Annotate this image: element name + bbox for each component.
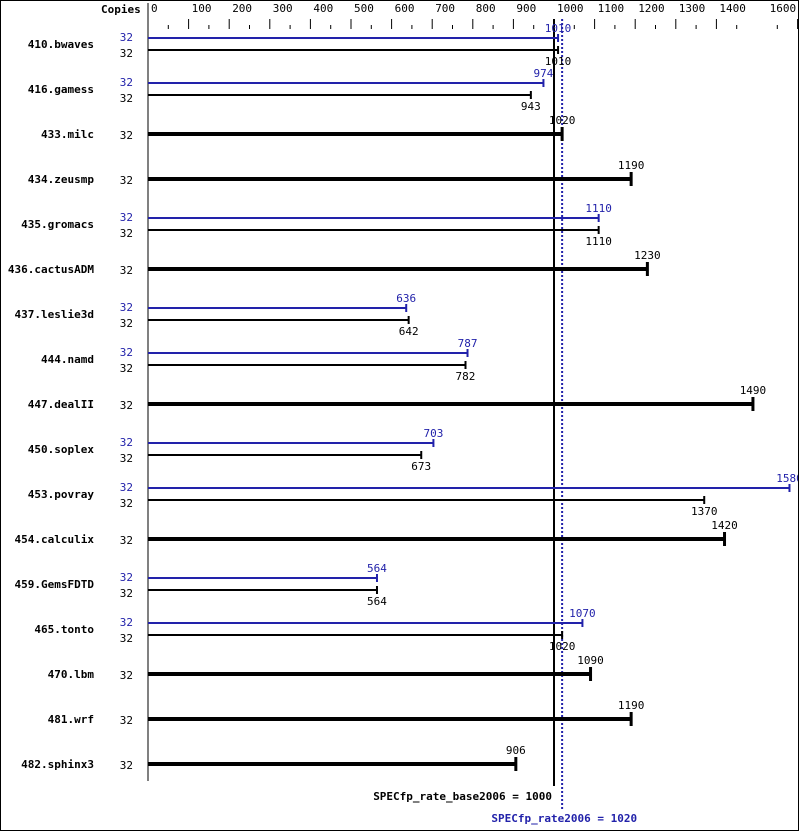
benchmark-label: 459.GemsFDTD: [15, 578, 95, 591]
base-value-label: 943: [521, 100, 541, 113]
copies-base: 32: [120, 174, 133, 187]
peak-value-label: 1580: [776, 472, 799, 485]
benchmark-label: 470.lbm: [48, 668, 95, 681]
x-tick-label: 400: [313, 2, 333, 15]
x-tick-label: 600: [395, 2, 415, 15]
peak-value-label: 1010: [545, 22, 572, 35]
benchmark-label: 453.povray: [28, 488, 95, 501]
base-value-label: 1020: [549, 640, 576, 653]
x-tick-label: 1300: [679, 2, 706, 15]
base-value-label: 1490: [740, 384, 767, 397]
copies-base: 32: [120, 129, 133, 142]
benchmark-label: 437.leslie3d: [15, 308, 94, 321]
benchmark-label: 416.gamess: [28, 83, 94, 96]
copies-base: 32: [120, 317, 133, 330]
x-tick-label: 1100: [598, 2, 625, 15]
peak-value-label: 787: [458, 337, 478, 350]
benchmark-label: 447.dealII: [28, 398, 94, 411]
x-tick-label: 500: [354, 2, 374, 15]
base-value-label: 1010: [545, 55, 572, 68]
copies-base: 32: [120, 534, 133, 547]
copies-peak: 32: [120, 436, 133, 449]
peak-value-label: 703: [423, 427, 443, 440]
copies-base: 32: [120, 362, 133, 375]
x-tick-label: 1400: [719, 2, 746, 15]
peak-value-label: 974: [534, 67, 554, 80]
base-value-label: 1190: [618, 699, 645, 712]
x-tick-label: 800: [476, 2, 496, 15]
x-tick-label: 100: [192, 2, 212, 15]
peak-value-label: 636: [396, 292, 416, 305]
base-value-label: 1420: [711, 519, 738, 532]
base-value-label: 782: [456, 370, 476, 383]
x-tick-label: 300: [273, 2, 293, 15]
base-value-label: 1230: [634, 249, 661, 262]
benchmark-label: 454.calculix: [15, 533, 95, 546]
x-tick-label: 700: [435, 2, 455, 15]
benchmark-label: 435.gromacs: [21, 218, 94, 231]
copies-peak: 32: [120, 31, 133, 44]
copies-base: 32: [120, 399, 133, 412]
benchmark-label: 434.zeusmp: [28, 173, 95, 186]
base-value-label: 1110: [585, 235, 612, 248]
base-value-label: 642: [399, 325, 419, 338]
x-tick-label: 200: [232, 2, 252, 15]
copies-peak: 32: [120, 211, 133, 224]
benchmark-label: 465.tonto: [34, 623, 94, 636]
copies-base: 32: [120, 497, 133, 510]
base-value-label: 673: [411, 460, 431, 473]
benchmark-label: 436.cactusADM: [8, 263, 94, 276]
copies-peak: 32: [120, 571, 133, 584]
base-metric-label: SPECfp_rate_base2006 = 1000: [373, 790, 552, 803]
peak-metric-label: SPECfp_rate2006 = 1020: [491, 812, 637, 825]
benchmark-label: 482.sphinx3: [21, 758, 94, 771]
base-value-label: 1370: [691, 505, 718, 518]
copies-base: 32: [120, 714, 133, 727]
benchmark-label: 433.milc: [41, 128, 94, 141]
copies-base: 32: [120, 759, 133, 772]
benchmark-label: 444.namd: [41, 353, 94, 366]
copies-base: 32: [120, 632, 133, 645]
base-value-label: 906: [506, 744, 526, 757]
peak-value-label: 564: [367, 562, 387, 575]
base-value-label: 1090: [577, 654, 604, 667]
x-tick-label: 1200: [638, 2, 665, 15]
x-tick-label: 0: [151, 2, 158, 15]
base-value-label: 1190: [618, 159, 645, 172]
copies-peak: 32: [120, 301, 133, 314]
benchmark-label: 481.wrf: [48, 713, 94, 726]
copies-base: 32: [120, 264, 133, 277]
peak-value-label: 1070: [569, 607, 596, 620]
copies-peak: 32: [120, 481, 133, 494]
peak-value-label: 1110: [585, 202, 612, 215]
copies-peak: 32: [120, 346, 133, 359]
benchmark-label: 450.soplex: [28, 443, 95, 456]
copies-header: Copies: [101, 3, 141, 16]
copies-base: 32: [120, 669, 133, 682]
copies-base: 32: [120, 92, 133, 105]
base-value-label: 564: [367, 595, 387, 608]
copies-peak: 32: [120, 616, 133, 629]
copies-peak: 32: [120, 76, 133, 89]
benchmark-label: 410.bwaves: [28, 38, 94, 51]
copies-base: 32: [120, 587, 133, 600]
base-value-label: 1020: [549, 114, 576, 127]
copies-base: 32: [120, 227, 133, 240]
x-tick-label: 900: [516, 2, 536, 15]
x-tick-label: 1000: [557, 2, 584, 15]
copies-base: 32: [120, 47, 133, 60]
x-tick-label: 1600: [770, 2, 797, 15]
copies-base: 32: [120, 452, 133, 465]
